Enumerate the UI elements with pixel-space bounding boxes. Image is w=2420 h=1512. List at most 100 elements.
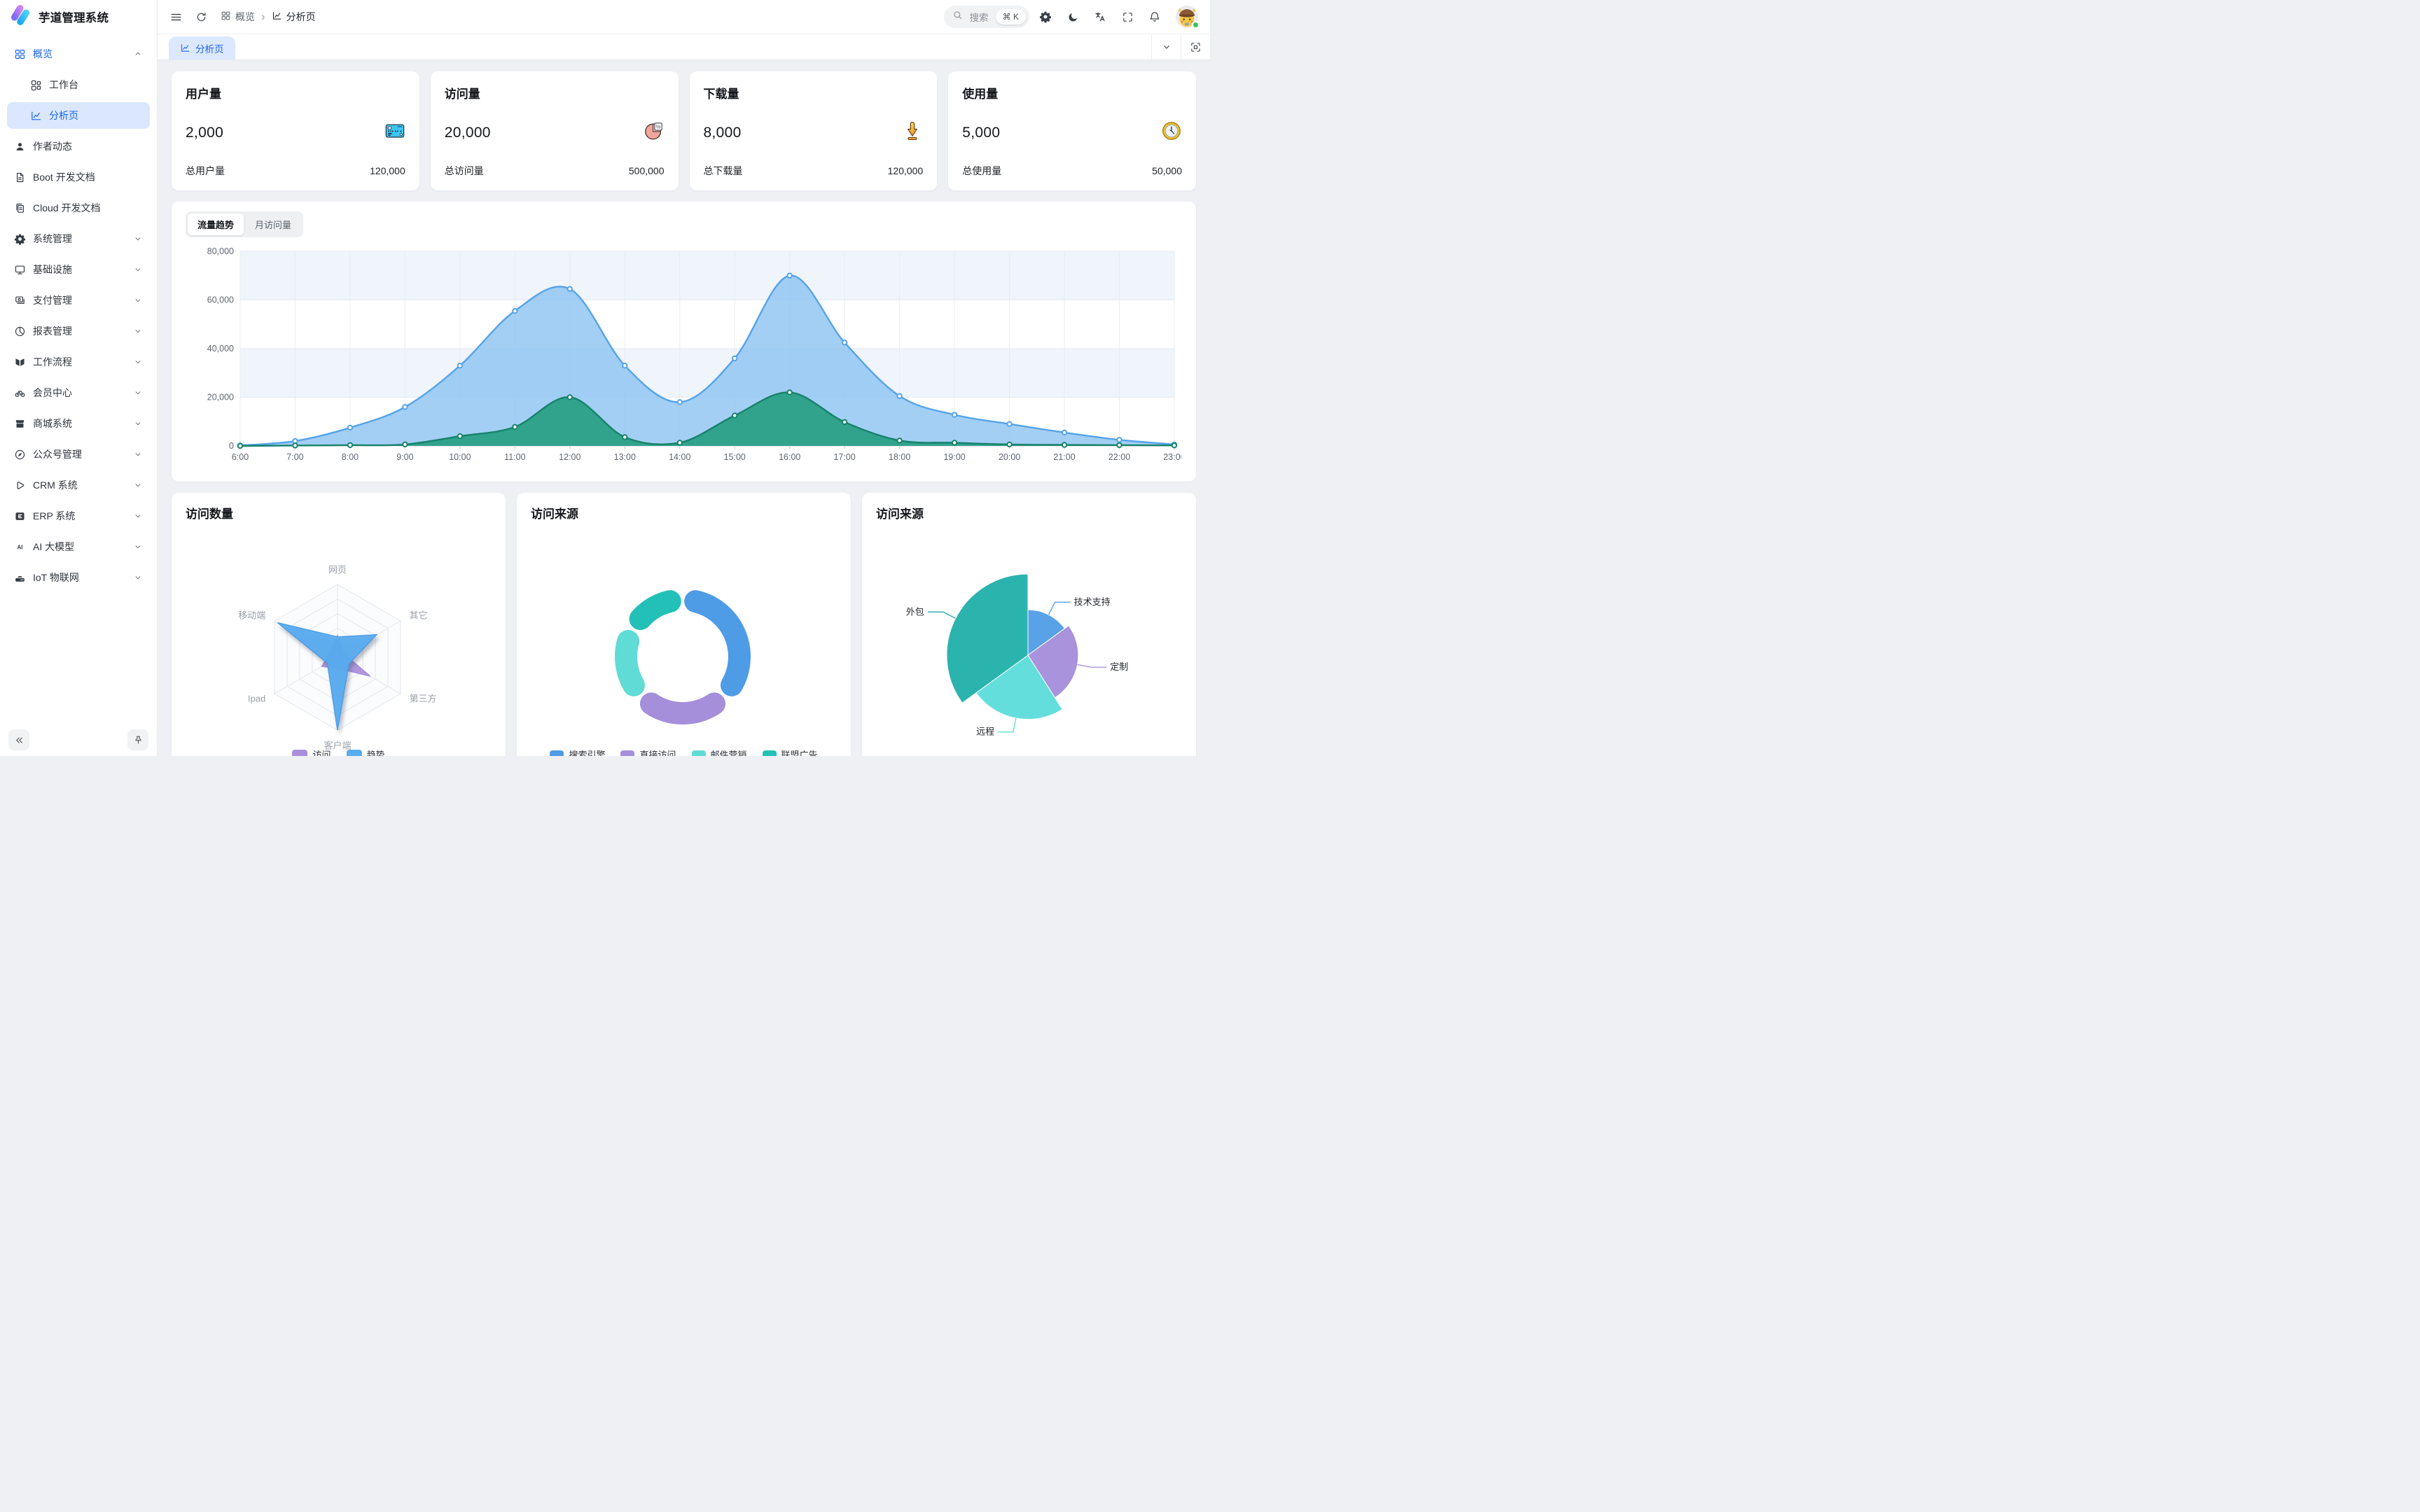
legend-item-邮件营销[interactable]: 邮件营销 [691,748,747,756]
sidebar-item-ai[interactable]: AI AI 大模型 [7,533,150,560]
radar-legend: 访问 趋势 [172,748,506,756]
settings-button[interactable] [1034,6,1057,28]
sidebar-item-label: Boot 开发文档 [33,172,95,183]
sidebar-menu: 概览工作台分析页作者动态 Boot 开发文档 Cloud 开发文档 系统管理基础设施支… [0,34,157,724]
menu-toggle-button[interactable] [165,6,187,28]
svg-text:AI: AI [17,544,22,550]
source-donut-panel: 访问来源 搜索引擎 直接访问 邮件营销 联盟广告 [517,493,851,756]
app-logo[interactable]: 芋道管理系统 [0,0,157,34]
legend-label: 搜索引擎 [569,750,606,756]
search-shortcut-badge: ⌘ K [995,9,1026,24]
search-placeholder: 搜索 [969,13,989,23]
traffic-tab-0[interactable]: 流量趋势 [188,214,244,235]
legend-item-访问[interactable]: 访问 [292,748,331,756]
shop-icon [14,418,26,430]
sidebar-item-label: AI 大模型 [33,541,75,552]
stat-cards-row: 用户量 2,000 总用户量 120,000 访问量 20,000% 总访问量 500,000… [172,71,1196,190]
tabs-dropdown-button[interactable] [1151,34,1181,59]
tab-label: 分析页 [195,43,224,55]
traffic-tabs: 流量趋势 月访问量 [186,211,304,237]
tabs-bar: 分析页 [158,34,1210,60]
app-title: 芋道管理系统 [39,12,109,24]
stat-card-total-label: 总用户量 [186,165,225,176]
svg-text:移动端: 移动端 [238,610,265,621]
chart-line-icon [180,43,190,53]
sidebar-item-erp[interactable]: ERP 系统 [7,503,150,529]
ai-icon: AI [14,541,26,553]
fullscreen-button[interactable] [1116,6,1139,28]
sidebar-item-infra[interactable]: 基础设施 [7,256,150,283]
sidebar-item-report[interactable]: 报表管理 [7,318,150,344]
sidebar-item-payment[interactable]: 支付管理 [7,287,150,314]
sidebar-item-workbench[interactable]: 工作台 [7,71,150,98]
stat-card-2: 下载量 8,000 总下载量 120,000 [689,71,938,190]
svg-text:22:00: 22:00 [1108,452,1130,462]
svg-text:外包: 外包 [906,606,924,617]
search-input[interactable]: 搜索 ⌘ K [943,6,1029,28]
breadcrumb-item-1[interactable]: 分析页 [272,10,316,24]
stat-card-value: 5,000 [962,124,1001,141]
stat-card-total-label: 总下载量 [703,165,743,176]
bottom-panels-row: 访问数量 网页 其它 第三方 客户端 Ipad 移动端 访问 趋势 访问来源 搜索引擎 直接访… [172,493,1196,756]
svg-text:0: 0 [229,441,234,451]
tab-controls [1151,34,1210,59]
svg-text:8:00: 8:00 [342,452,359,462]
svg-text:11:00: 11:00 [504,452,525,462]
sidebar-item-iot[interactable]: IoT 物联网 [7,564,150,591]
sidebar-item-label: 基础设施 [33,264,72,275]
sidebar-item-cloud-doc[interactable]: Cloud 开发文档 [7,195,150,221]
sidebar-item-member[interactable]: 会员中心 [7,379,150,406]
sidebar-item-workflow[interactable]: 工作流程 [7,349,150,375]
chevron-down-icon [133,449,143,459]
sidebar-pin-button[interactable] [127,729,148,750]
content-fullscreen-button[interactable] [1181,34,1210,59]
legend-label: 访问 [312,750,331,756]
doc-icon [14,172,26,183]
search-icon [952,10,963,24]
svg-text:13:00: 13:00 [614,452,636,462]
sidebar-item-boot-doc[interactable]: Boot 开发文档 [7,164,150,190]
sidebar-item-system[interactable]: 系统管理 [7,225,150,252]
sidebar-item-crm[interactable]: CRM 系统 [7,472,150,498]
sidebar-item-label: 作者动态 [33,141,72,152]
grid-icon [14,48,26,60]
breadcrumb-item-0[interactable]: 概览 [221,10,255,24]
user-avatar[interactable] [1175,5,1199,29]
locale-button[interactable] [1089,6,1111,28]
sidebar-item-overview[interactable]: 概览 [7,41,150,67]
chevron-down-icon [133,480,143,490]
svg-text:技术支持: 技术支持 [1074,596,1111,607]
sidebar-item-mall[interactable]: 商城系统 [7,410,150,437]
chevron-down-icon [133,542,143,552]
legend-item-趋势[interactable]: 趋势 [346,748,385,756]
sidebar-item-analysis[interactable]: 分析页 [7,102,150,129]
theme-toggle-button[interactable] [1062,6,1084,28]
clock-icon [1161,120,1182,145]
stat-card-total-value: 500,000 [628,165,665,176]
legend-swatch [550,750,564,756]
monitor-icon [14,264,26,276]
tab-analysis[interactable]: 分析页 [169,36,235,59]
pie-icon [14,326,26,337]
notifications-button[interactable] [1143,6,1166,28]
sidebar-item-mp[interactable]: 公众号管理 [7,441,150,468]
legend-item-联盟广告[interactable]: 联盟广告 [762,748,818,756]
chevron-down-icon [133,573,143,582]
refresh-button[interactable] [190,6,212,28]
sidebar-item-label: ERP 系统 [33,510,76,522]
stat-card-title: 用户量 [186,88,221,101]
source-donut-chart [615,590,751,724]
sidebar-item-author[interactable]: 作者动态 [7,133,150,160]
stat-card-total-label: 总访问量 [444,165,484,176]
legend-label: 趋势 [366,750,385,756]
svg-text:Ipad: Ipad [248,693,265,704]
svg-text:19:00: 19:00 [943,452,965,462]
traffic-area-chart: 0 20,000 40,000 60,000 80,000 6:00 7:00 8:00 9:0… [207,246,1181,462]
svg-text:60,000: 60,000 [207,295,234,305]
traffic-tab-1[interactable]: 月访问量 [245,214,301,235]
sidebar-collapse-button[interactable] [8,729,29,750]
panel-title: 访问来源 [531,507,578,521]
legend-item-搜索引擎[interactable]: 搜索引擎 [550,748,605,756]
legend-item-直接访问[interactable]: 直接访问 [620,748,676,756]
